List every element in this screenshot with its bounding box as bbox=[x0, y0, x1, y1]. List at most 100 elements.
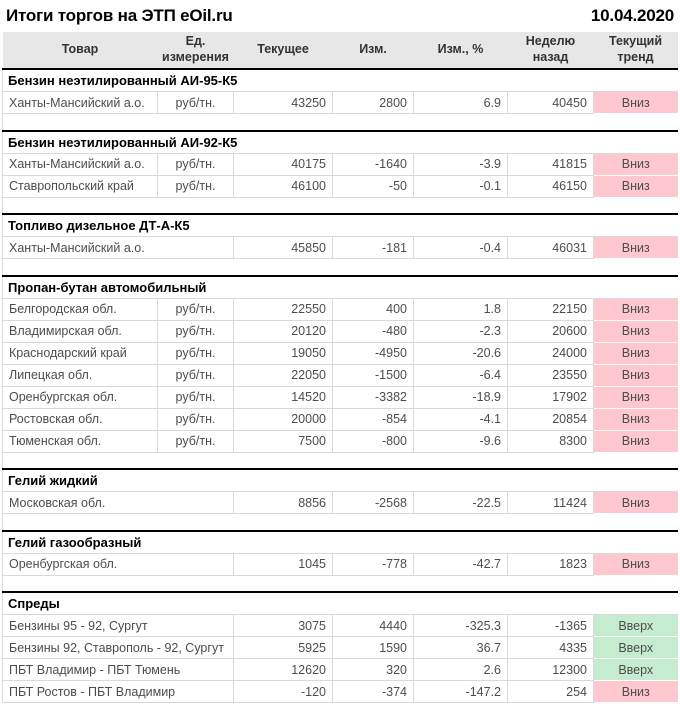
week-ago-cell: 41815 bbox=[507, 153, 594, 176]
table-row: ПБТ Владимир - ПБТ Тюмень 12620 320 2.6 1230… bbox=[2, 658, 678, 681]
change-cell: -4950 bbox=[332, 342, 414, 365]
section-title-cell: Бензин неэтилированный АИ-95-К5 bbox=[2, 68, 678, 92]
change-cell: -800 bbox=[332, 430, 414, 453]
change-pct-cell: -20.6 bbox=[413, 342, 508, 365]
current-value-cell: 22050 bbox=[233, 364, 333, 387]
change-cell: -2568 bbox=[332, 491, 414, 514]
table-row: Оренбургская обл. руб/тн. 14520 -3382 -18.9 1… bbox=[2, 386, 678, 409]
section-title-row: Гелий жидкий bbox=[2, 468, 678, 492]
unit-cell: руб/тн. bbox=[157, 408, 234, 431]
table-row: Бензины 92, Ставрополь - 92, Сургут 5925 1… bbox=[2, 636, 678, 659]
week-ago-cell: 46150 bbox=[507, 175, 594, 198]
trading-results-table: Товар Ед. измерения Текущее Изм. Изм., %… bbox=[2, 32, 678, 703]
spacer-cell bbox=[2, 452, 678, 469]
current-value-cell: 14520 bbox=[233, 386, 333, 409]
current-value-cell: 20120 bbox=[233, 320, 333, 343]
change-pct-cell: 6.9 bbox=[413, 91, 508, 114]
current-value-cell: 1045 bbox=[233, 553, 333, 576]
section-spacer bbox=[2, 113, 678, 131]
week-ago-cell: 23550 bbox=[507, 364, 594, 387]
section-spacer bbox=[2, 513, 678, 531]
product-cell: Московская обл. bbox=[2, 491, 234, 514]
product-cell: Липецкая обл. bbox=[2, 364, 158, 387]
change-pct-cell: -22.5 bbox=[413, 491, 508, 514]
current-value-cell: 12620 bbox=[233, 658, 333, 681]
section-spacer bbox=[2, 575, 678, 592]
change-pct-cell: -325.3 bbox=[413, 614, 508, 637]
change-cell: -778 bbox=[332, 553, 414, 576]
change-pct-cell: -147.2 bbox=[413, 680, 508, 703]
unit-cell: руб/тн. bbox=[157, 430, 234, 453]
product-cell: Краснодарский край bbox=[2, 342, 158, 365]
trend-badge: Вверх bbox=[593, 614, 678, 637]
spacer-cell bbox=[2, 575, 678, 592]
trend-badge: Вниз bbox=[593, 91, 678, 114]
trend-badge: Вниз bbox=[593, 680, 678, 703]
change-cell: 320 bbox=[332, 658, 414, 681]
table-row: Ханты-Мансийский а.о. руб/тн. 43250 2800 6.9… bbox=[2, 91, 678, 114]
week-ago-cell: 24000 bbox=[507, 342, 594, 365]
section-title-row: Гелий газообразный bbox=[2, 529, 678, 554]
table-row: Оренбургская обл. 1045 -778 -42.7 1823 Вниз bbox=[2, 553, 678, 576]
section-spacer bbox=[2, 258, 678, 276]
trend-badge: Вниз bbox=[593, 342, 678, 365]
change-cell: 4440 bbox=[332, 614, 414, 637]
change-cell: 2800 bbox=[332, 91, 414, 114]
week-ago-cell: 22150 bbox=[507, 298, 594, 321]
product-cell: Тюменская обл. bbox=[2, 430, 158, 453]
trend-badge: Вверх bbox=[593, 636, 678, 659]
change-pct-cell: 1.8 bbox=[413, 298, 508, 321]
product-cell: Ханты-Мансийский а.о. bbox=[2, 236, 234, 259]
section-title-row: Спреды bbox=[2, 591, 678, 615]
trend-badge: Вниз bbox=[593, 320, 678, 343]
change-cell: 1590 bbox=[332, 636, 414, 659]
current-value-cell: 5925 bbox=[233, 636, 333, 659]
section-title-row: Бензин неэтилированный АИ-95-К5 bbox=[2, 68, 678, 92]
week-ago-cell: 8300 bbox=[507, 430, 594, 453]
column-header-change-pct: Изм., % bbox=[413, 32, 508, 69]
change-pct-cell: -6.4 bbox=[413, 364, 508, 387]
table-row: Краснодарский край руб/тн. 19050 -4950 -20.6… bbox=[2, 342, 678, 365]
column-header-trend: Текущий тренд bbox=[593, 32, 678, 69]
change-cell: -374 bbox=[332, 680, 414, 703]
section-title-row: Бензин неэтилированный АИ-92-К5 bbox=[2, 129, 678, 154]
unit-cell: руб/тн. bbox=[157, 364, 234, 387]
change-cell: -854 bbox=[332, 408, 414, 431]
table-row: Ханты-Мансийский а.о. руб/тн. 40175 -1640 -3… bbox=[2, 153, 678, 176]
section-title-cell: Гелий жидкий bbox=[2, 468, 678, 492]
change-cell: -3382 bbox=[332, 386, 414, 409]
table-header: Товар Ед. измерения Текущее Изм. Изм., %… bbox=[2, 32, 678, 69]
product-cell: Бензины 92, Ставрополь - 92, Сургут bbox=[2, 636, 234, 659]
section-spacer bbox=[2, 452, 678, 469]
change-pct-cell: -18.9 bbox=[413, 386, 508, 409]
current-value-cell: 46100 bbox=[233, 175, 333, 198]
week-ago-cell: 40450 bbox=[507, 91, 594, 114]
trend-badge: Вниз bbox=[593, 430, 678, 453]
table-row: Владимирская обл. руб/тн. 20120 -480 -2.3 206… bbox=[2, 320, 678, 343]
change-pct-cell: -0.4 bbox=[413, 236, 508, 259]
table-row: ПБТ Ростов - ПБТ Владимир -120 -374 -147.2 2… bbox=[2, 680, 678, 703]
product-cell: Ханты-Мансийский а.о. bbox=[2, 91, 158, 114]
change-cell: 400 bbox=[332, 298, 414, 321]
column-header-unit: Ед. измерения bbox=[157, 32, 234, 69]
change-cell: -181 bbox=[332, 236, 414, 259]
table-row: Белгородская обл. руб/тн. 22550 400 1.8 22150… bbox=[2, 298, 678, 321]
week-ago-cell: -1365 bbox=[507, 614, 594, 637]
change-pct-cell: -9.6 bbox=[413, 430, 508, 453]
product-cell: Оренбургская обл. bbox=[2, 386, 158, 409]
trend-badge: Вниз bbox=[593, 386, 678, 409]
current-value-cell: 3075 bbox=[233, 614, 333, 637]
current-value-cell: 8856 bbox=[233, 491, 333, 514]
titlebar: Итоги торгов на ЭТП eOil.ru 10.04.2020 bbox=[2, 2, 678, 32]
current-value-cell: 22550 bbox=[233, 298, 333, 321]
trend-badge: Вверх bbox=[593, 658, 678, 681]
unit-cell: руб/тн. bbox=[157, 320, 234, 343]
column-header-current: Текущее bbox=[233, 32, 333, 69]
spacer-cell bbox=[2, 258, 678, 276]
week-ago-cell: 20854 bbox=[507, 408, 594, 431]
unit-cell: руб/тн. bbox=[157, 386, 234, 409]
section-spacer bbox=[2, 197, 678, 214]
trend-badge: Вниз bbox=[593, 408, 678, 431]
change-cell: -50 bbox=[332, 175, 414, 198]
